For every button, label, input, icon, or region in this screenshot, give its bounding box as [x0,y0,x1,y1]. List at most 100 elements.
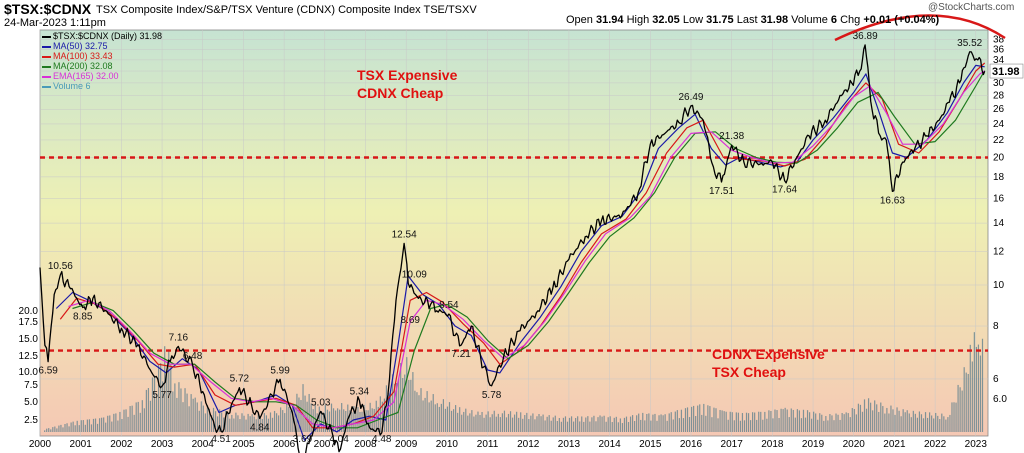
volume-bar [790,408,792,432]
volume-bar [629,416,632,432]
volume-bar [788,417,790,432]
volume-bar [345,410,347,432]
chg-value: +0.01 (+0.04%) [863,14,940,26]
volume-bar [422,400,424,432]
volume-bar [924,412,927,432]
volume-bar [558,418,560,432]
annotation-label: 21.38 [719,131,744,142]
volume-bar [450,410,453,432]
volume-bar [894,414,896,432]
annotation-label: 4.84 [250,422,270,433]
volume-bar [284,413,286,432]
volume-bar [442,399,444,432]
volume-bar [831,415,833,432]
volume-bar [231,414,233,432]
volume-bar [872,410,874,432]
volume-bar [896,407,898,432]
volume-bar [939,419,941,432]
volume-bar [491,414,493,432]
volume-bar [127,416,129,432]
volume-bar [589,421,591,432]
volume-bar [951,402,953,432]
volume-bar [247,413,249,432]
volume-bar [302,384,304,432]
volume-bar [184,388,186,432]
annotation-label: 5.72 [230,374,250,385]
volume-bar [947,417,949,432]
x-tick-label: 2007 [314,439,337,450]
volume-bar [227,413,229,432]
annotation-label: 8.69 [401,315,421,326]
volume-bar [440,403,442,432]
volume-bar [878,411,880,432]
y-tick-label: 16 [993,194,1005,205]
volume-bar [92,418,95,432]
volume-bar [343,409,345,432]
y-tick-label: 26 [993,104,1005,115]
volume-bar [473,416,475,432]
last-value-box [989,63,1024,79]
volume-bar [920,414,923,432]
volume-bar [479,415,481,432]
volume-bar [52,427,54,432]
stockcharts-logo: @StockCharts.com [928,2,1015,13]
x-tick-label: 2018 [761,439,784,450]
volume-bar [68,426,70,432]
volume-bar [646,413,648,432]
volume-bar [446,406,449,432]
volume-tick-label: 5.0 [24,397,38,408]
volume-bar [778,418,780,432]
volume-bar [119,411,121,432]
volume-bar [174,383,176,432]
volume-bar [109,415,111,432]
low-label: Low [682,14,704,26]
volume-bar [448,402,451,432]
volume-bar [579,421,581,432]
volume-bar [275,413,278,432]
volume-label: Volume [791,14,828,26]
volume-bar [428,402,430,432]
volume-bar [815,413,817,432]
volume-bar [731,412,733,432]
volume-bar [528,419,530,432]
volume-bar [208,408,211,432]
volume-bar [898,410,900,432]
volume-bar [475,414,477,432]
volume-bar [835,413,837,432]
volume-bar [621,423,624,432]
volume-bar [463,411,465,432]
annotation-label: 4.51 [211,434,231,445]
plot-background [39,29,989,437]
volume-bar [861,411,864,432]
volume-bar [686,407,689,432]
volume-bar [845,412,847,432]
volume-bar [194,397,196,432]
volume-bar [300,400,302,432]
volume-bar [597,417,599,432]
volume-bar [381,401,383,432]
volume-bar [186,393,188,432]
volume-bar [794,417,796,432]
legend-item: Volume 6 [42,81,91,91]
volume-bar [113,413,115,432]
legend-item: EMA(165) 32.00 [42,71,119,81]
volume-bar [402,378,404,432]
volume-bar [115,413,117,432]
volume-bar [328,411,331,432]
volume-bar [202,405,204,432]
volume-bar [859,404,862,432]
volume-bar [164,346,166,432]
x-tick-label: 2005 [232,439,255,450]
volume-bar [170,364,172,432]
volume-bar [351,412,353,432]
volume-bar [593,415,595,432]
volume-bar [821,414,823,432]
volume-bar [314,403,316,432]
y-tick-label: 22 [993,135,1005,146]
volume-bar [735,412,737,432]
volume-bar [304,395,306,432]
series-lines [39,44,986,453]
volume-tick-label: 12.5 [19,351,39,362]
volume-bar [178,382,180,432]
volume-bar [172,391,174,432]
